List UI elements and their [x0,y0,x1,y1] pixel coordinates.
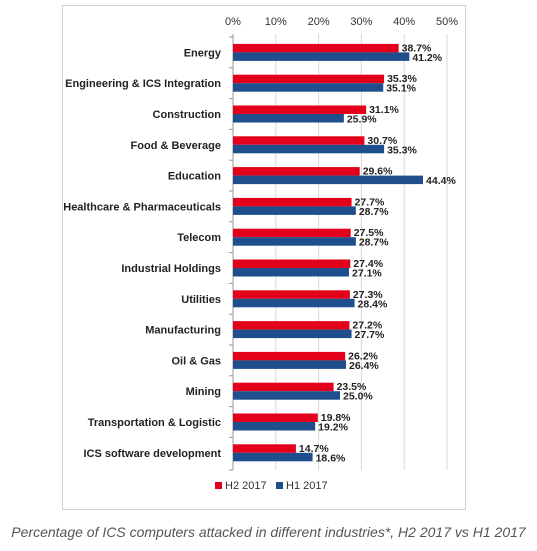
data-label-h2-2017: 29.6% [363,166,393,178]
bar-h2-2017 [233,290,350,299]
bar-h1-2017 [233,83,384,92]
x-tick-label: 50% [436,16,458,28]
x-tick-label: 20% [308,16,330,28]
data-label-h1-2017: 28.7% [359,206,389,218]
bar-h2-2017 [233,136,365,145]
data-label-h2-2017: 19.8% [321,412,351,424]
data-label-h1-2017: 18.6% [316,452,346,464]
x-tick-label: 30% [350,16,372,28]
bar-h1-2017 [233,237,356,246]
bar-h2-2017 [233,167,360,176]
bar-h2-2017 [233,74,385,84]
category-label: Education [168,171,221,183]
legend-label-h2-2017: H2 2017 [225,480,267,492]
category-label: Utilities [181,294,221,306]
bar-h1-2017 [233,298,355,308]
x-tick-label: 10% [265,16,287,28]
data-label-h1-2017: 28.7% [359,237,389,249]
data-label-h1-2017: 26.4% [349,360,379,372]
category-label: Energy [184,47,222,59]
bar-h2-2017 [233,105,367,114]
data-label-h2-2017: 30.7% [367,135,397,147]
category-label: Construction [153,109,222,121]
bar-h2-2017 [233,43,399,53]
data-label-h1-2017: 25.0% [343,391,373,403]
data-label-h2-2017: 27.7% [355,196,385,208]
bar-h2-2017 [233,228,351,238]
data-label-h1-2017: 27.7% [355,329,385,341]
category-label: Telecom [177,232,221,244]
bar-h1-2017 [233,391,340,400]
data-label-h1-2017: 25.9% [347,114,377,126]
data-label-h1-2017: 44.4% [426,175,456,187]
chart-caption: Percentage of ICS computers attacked in … [11,524,526,540]
data-label-h1-2017: 19.2% [318,422,348,434]
category-label: Mining [186,386,221,398]
bar-h1-2017 [233,206,356,215]
category-label: Engineering & ICS Integration [65,78,221,90]
data-label-h2-2017: 38.7% [402,42,432,54]
x-tick-label: 40% [393,16,415,28]
bar-h1-2017 [233,114,344,123]
category-label: Healthcare & Pharmaceuticals [63,201,221,213]
data-label-h2-2017: 27.3% [353,289,383,301]
data-label-h2-2017: 27.5% [354,227,384,239]
bar-h2-2017 [233,382,334,392]
category-label: Transportation & Logistic [88,417,221,429]
category-label: Manufacturing [145,325,221,337]
bar-h2-2017 [233,444,296,453]
data-label-h2-2017: 27.2% [352,320,382,332]
bar-h2-2017 [233,351,346,361]
data-label-h2-2017: 26.2% [348,350,378,362]
bar-h1-2017 [233,175,424,185]
category-label: ICS software development [83,448,221,460]
category-label: Food & Beverage [131,140,221,152]
bar-h1-2017 [233,422,316,431]
bar-h2-2017 [233,259,351,268]
bar-h1-2017 [233,144,385,154]
legend-label-h1-2017: H1 2017 [286,480,328,492]
bar-h2-2017 [233,413,318,422]
legend-swatch-h2-2017 [215,482,222,489]
data-label-h1-2017: 28.4% [358,298,388,310]
bar-h1-2017 [233,52,410,61]
bar-h1-2017 [233,360,346,369]
data-label-h2-2017: 27.4% [353,258,383,270]
bar-h1-2017 [233,452,313,462]
data-label-h2-2017: 14.7% [299,443,329,455]
bar-chart: 0% 10% 20% 30% 40% 50% Energy 38.7%41.2% Enginee… [63,16,458,492]
category-label: Industrial Holdings [121,263,221,275]
bar-h1-2017 [233,268,349,277]
bar-h1-2017 [233,329,352,339]
data-label-h2-2017: 23.5% [337,381,367,393]
data-label-h1-2017: 41.2% [412,52,442,64]
data-label-h1-2017: 35.3% [387,144,417,156]
data-label-h2-2017: 35.3% [387,73,417,85]
bar-h2-2017 [233,321,350,330]
legend-swatch-h1-2017 [276,482,283,489]
x-tick-label: 0% [225,16,241,28]
data-label-h1-2017: 35.1% [386,83,416,95]
data-label-h2-2017: 31.1% [369,104,399,116]
data-label-h1-2017: 27.1% [352,268,382,280]
category-label: Oil & Gas [171,355,221,367]
bar-h2-2017 [233,197,352,207]
